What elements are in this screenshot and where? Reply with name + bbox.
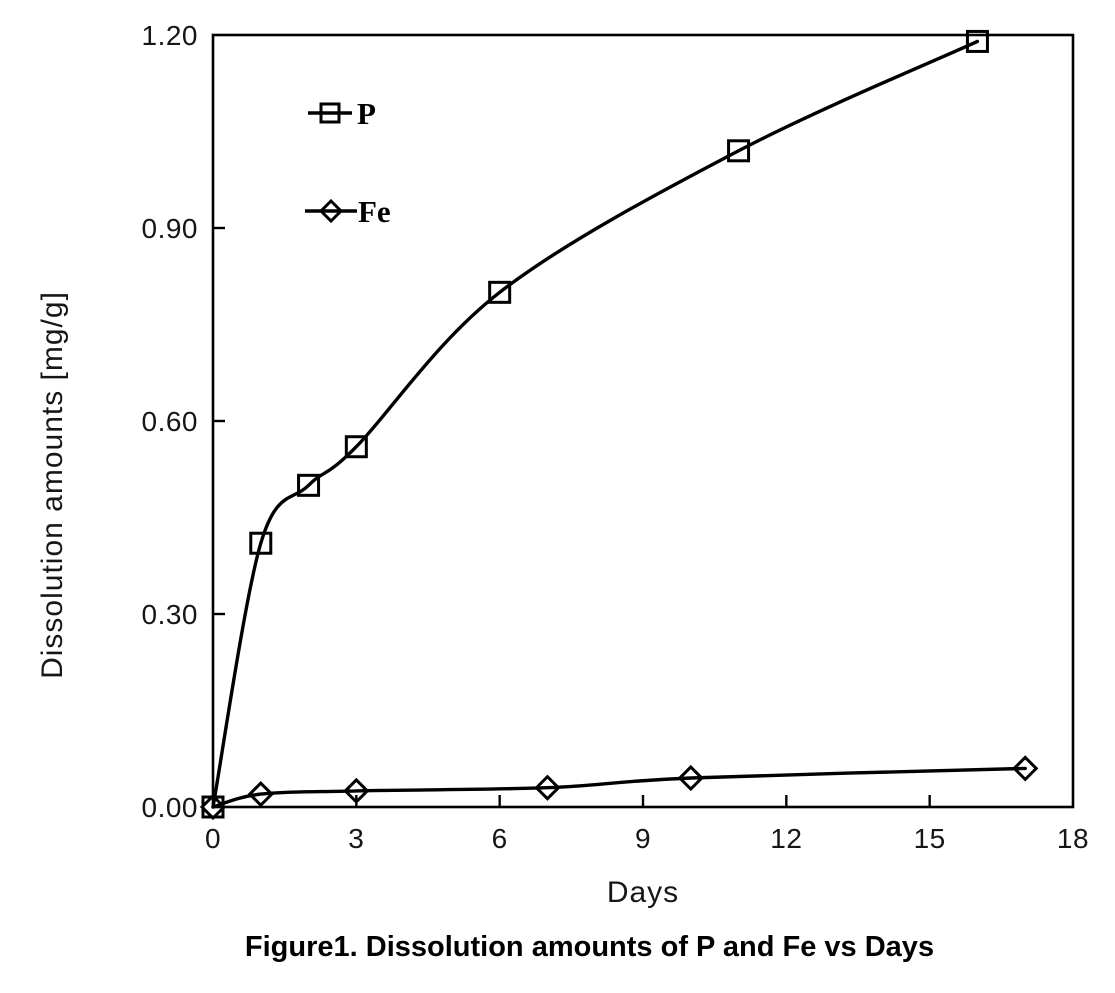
legend-item-P: P	[308, 96, 376, 131]
series-line-P	[211, 39, 980, 809]
data-marker-P	[344, 435, 368, 459]
legend: P Fe	[305, 96, 391, 229]
data-marker-Fe	[1012, 755, 1039, 782]
y-tick-label: 1.20	[142, 20, 199, 51]
y-tick-label: 0.00	[142, 792, 199, 823]
data-marker-P	[727, 139, 751, 163]
x-tick-label: 15	[914, 823, 946, 854]
series-P	[201, 29, 989, 819]
y-tick-label: 0.90	[142, 213, 199, 244]
x-tick-label: 12	[770, 823, 802, 854]
dissolution-line-chart: 0 3 6 9 12 15 18 0.00 0.30 0.60 0.90 1.20 Days Dissol…	[36, 20, 1089, 909]
data-marker-Fe	[677, 764, 704, 792]
y-tick-label: 0.60	[142, 406, 199, 437]
legend-marker-Fe	[318, 198, 344, 224]
data-marker-P	[965, 29, 989, 53]
data-marker-P	[249, 531, 273, 555]
data-marker-Fe	[199, 793, 227, 821]
legend-marker-P	[319, 102, 341, 124]
x-tick-label: 0	[205, 823, 221, 854]
plot-border	[211, 33, 1075, 809]
x-tick-label: 18	[1057, 823, 1089, 854]
data-marker-Fe	[247, 781, 274, 808]
data-marker-Fe	[343, 777, 370, 805]
data-marker-Fe	[534, 774, 561, 801]
y-axis-title: Dissolution amounts [mg/g]	[36, 291, 69, 679]
figure-caption: Figure1. Dissolution amounts of P and Fe…	[244, 931, 935, 963]
data-marker-P	[297, 473, 321, 497]
series-Fe	[199, 755, 1039, 821]
legend-label-P: P	[357, 96, 376, 131]
x-axis-title: Days	[607, 876, 679, 909]
data-marker-P	[488, 280, 512, 304]
x-tick-label: 9	[635, 823, 651, 854]
x-tick-label: 6	[492, 823, 508, 854]
legend-item-Fe: Fe	[305, 194, 391, 229]
y-tick-label: 0.30	[142, 599, 199, 630]
legend-label-Fe: Fe	[358, 194, 391, 229]
x-tick-label: 3	[348, 823, 364, 854]
series-line-Fe	[211, 766, 1027, 809]
